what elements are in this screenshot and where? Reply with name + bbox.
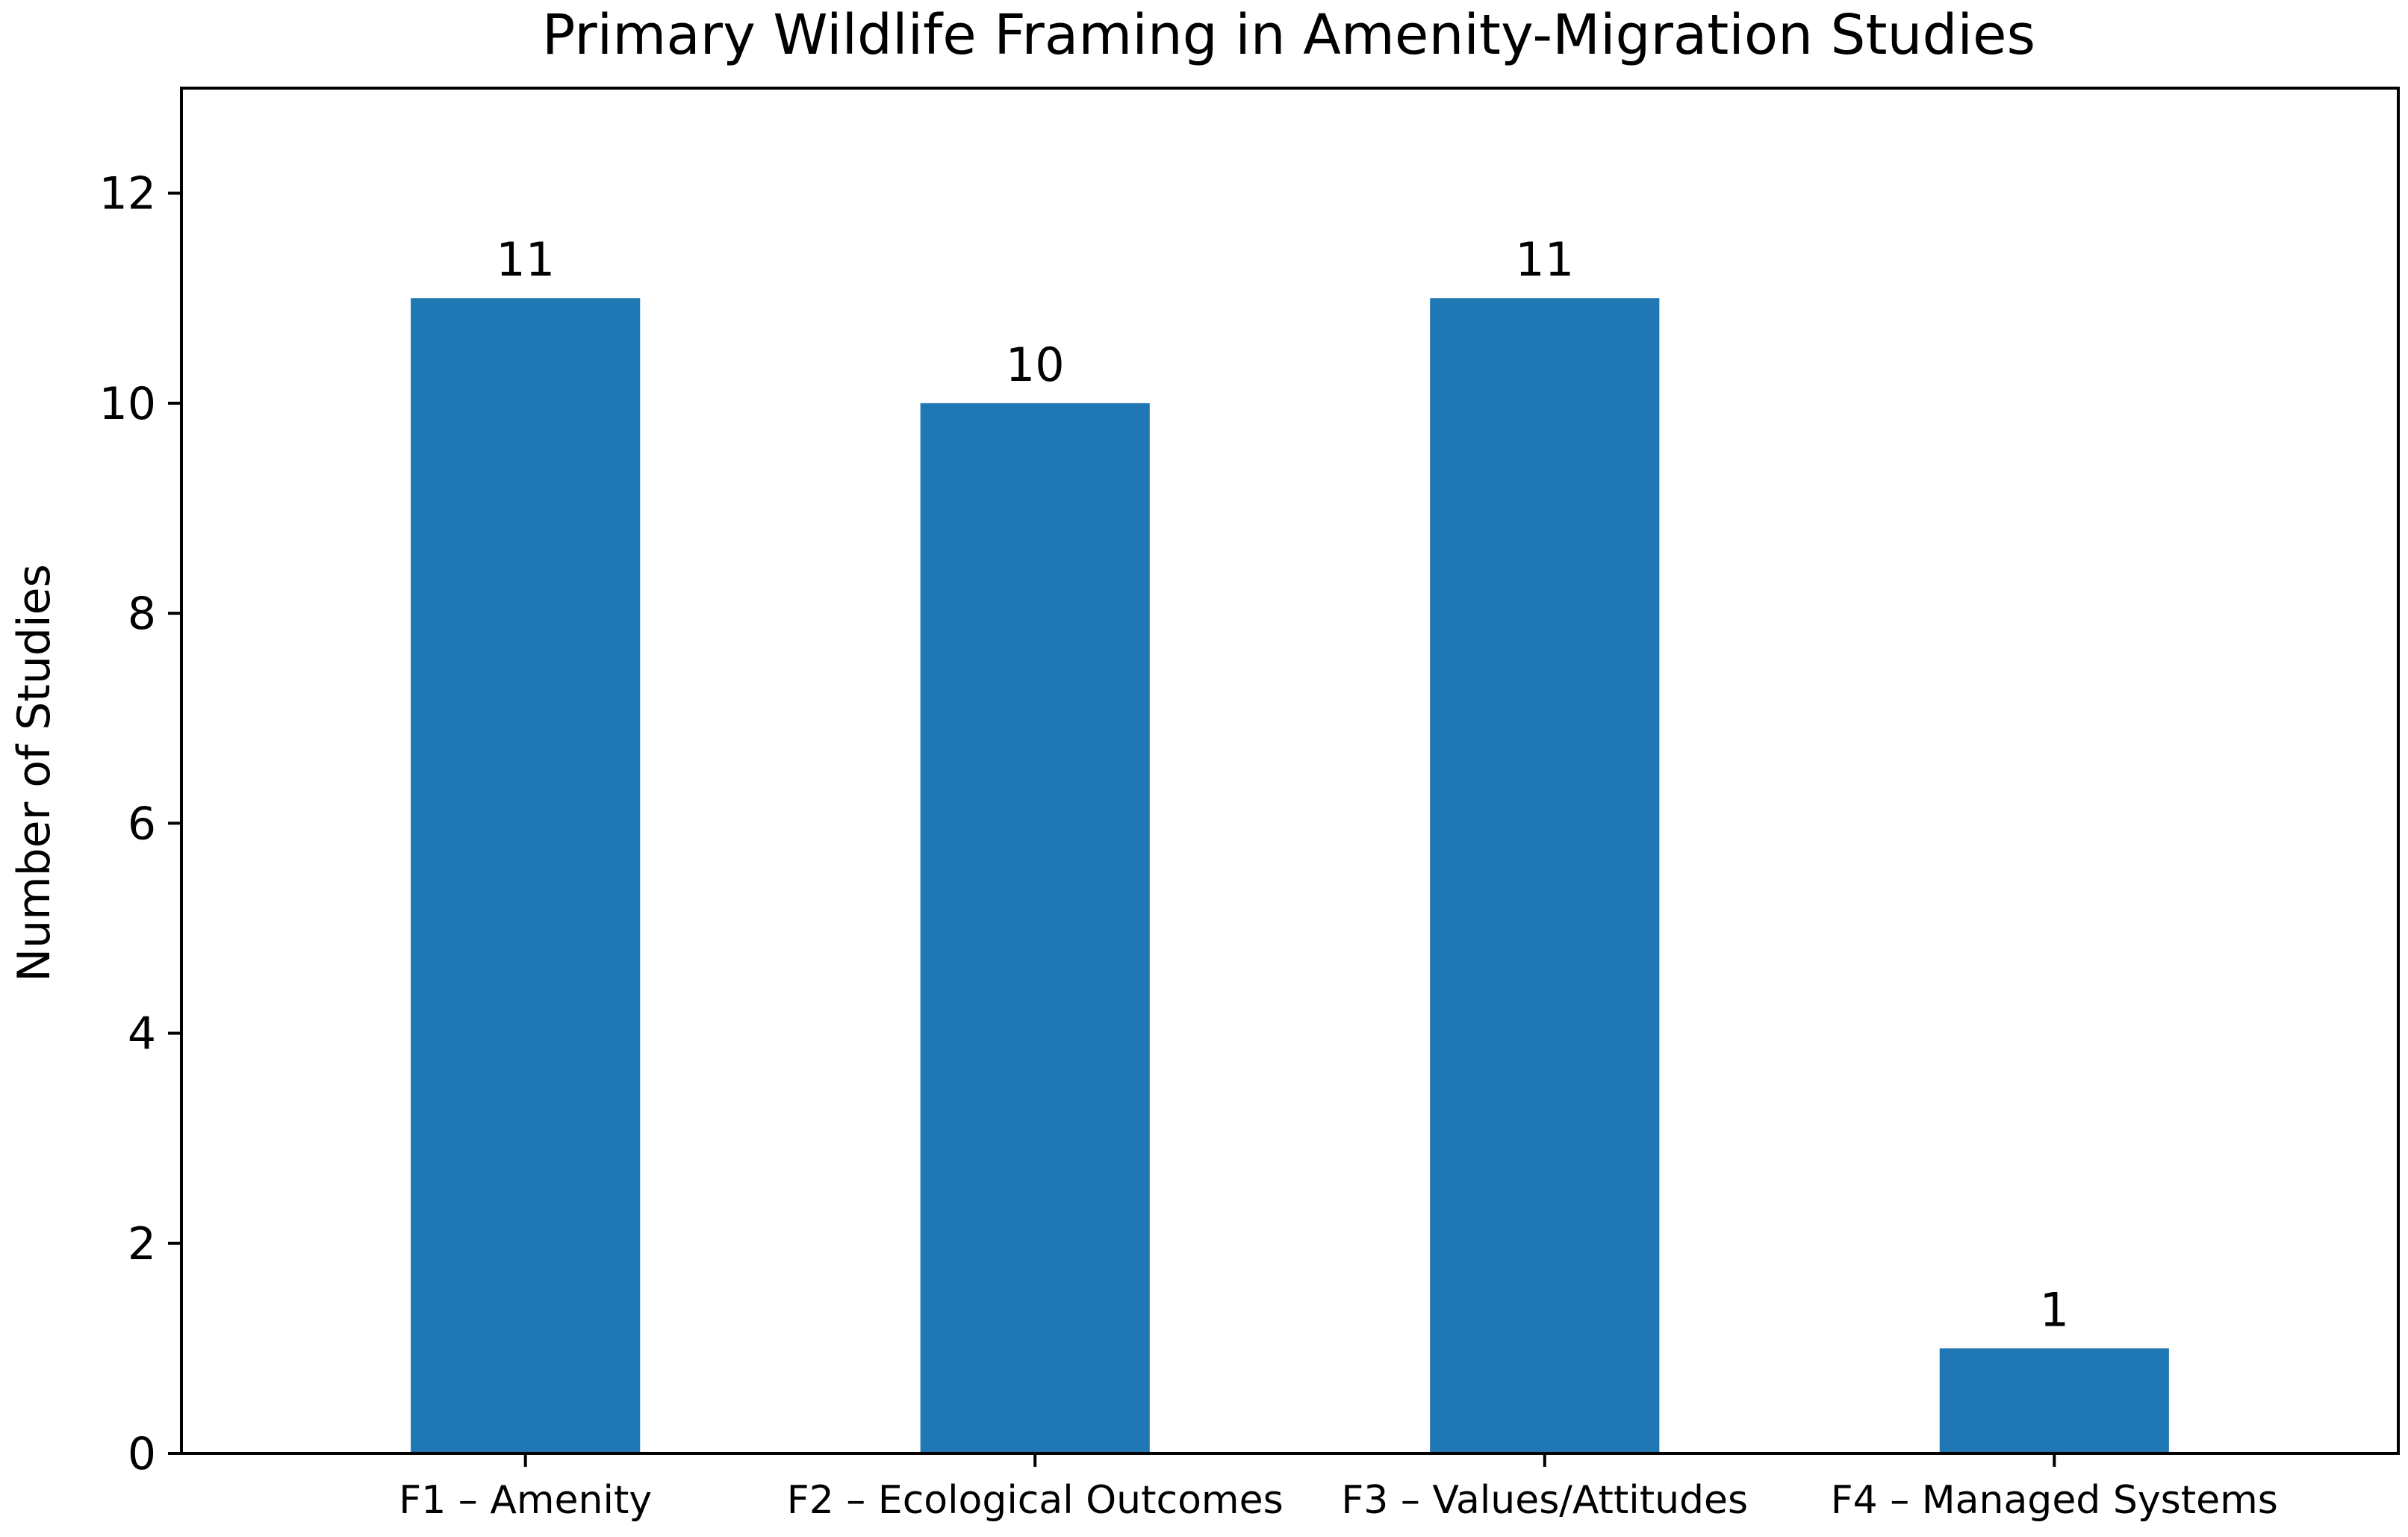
y-tick-label-12: 12	[99, 168, 156, 220]
x-tick-label-3: F3 – Values/Attitudes	[1341, 1478, 1748, 1523]
bar-2	[920, 403, 1150, 1453]
data-label-1: 11	[496, 232, 555, 287]
y-tick-label-0: 0	[128, 1428, 156, 1480]
bar-1	[411, 298, 641, 1454]
plot-area-frame	[180, 87, 2400, 1455]
y-tick-label-8: 8	[128, 588, 156, 640]
chart-title: Primary Wildlife Framing in Amenity-Migr…	[542, 3, 2035, 67]
bars-group	[411, 298, 2169, 1454]
x-axis-ticks: F1 – Amenity F2 – Ecological Outcomes F3 –…	[399, 1453, 2278, 1523]
y-tick-label-2: 2	[128, 1218, 156, 1270]
data-label-4: 1	[2040, 1282, 2069, 1337]
y-axis-ticks: 0 2 4 6 8 10 12	[99, 168, 181, 1480]
x-tick-label-1: F1 – Amenity	[399, 1478, 652, 1523]
y-tick-label-6: 6	[128, 798, 156, 850]
data-label-3: 11	[1515, 232, 1574, 287]
x-tick-label-4: F4 – Managed Systems	[1831, 1478, 2278, 1523]
bar-4	[1939, 1348, 2169, 1453]
bar-3	[1430, 298, 1660, 1454]
x-tick-label-2: F2 – Ecological Outcomes	[787, 1478, 1284, 1523]
y-tick-label-10: 10	[99, 378, 156, 430]
data-label-2: 10	[1006, 338, 1065, 392]
y-axis-label: Number of Studies	[8, 564, 60, 982]
y-tick-label-4: 4	[128, 1008, 156, 1061]
